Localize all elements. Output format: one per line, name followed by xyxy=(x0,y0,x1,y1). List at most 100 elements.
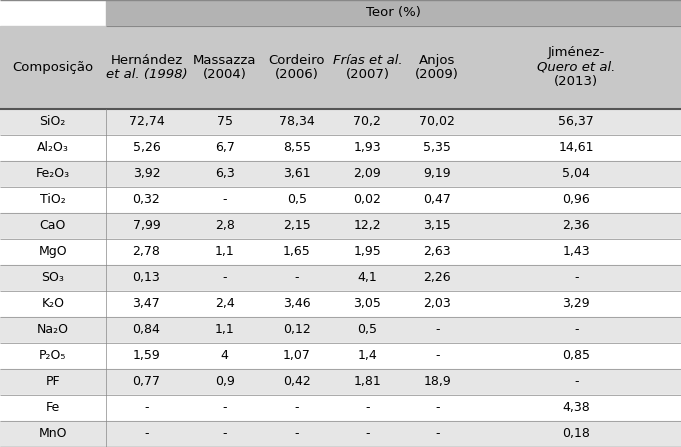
Bar xyxy=(0,213,681,239)
Text: Anjos: Anjos xyxy=(419,54,456,67)
Text: 2,4: 2,4 xyxy=(215,297,235,310)
Text: et al. (1998): et al. (1998) xyxy=(106,68,187,81)
Bar xyxy=(0,421,681,447)
Text: 1,07: 1,07 xyxy=(283,350,311,363)
Bar xyxy=(0,109,681,135)
Text: -: - xyxy=(435,350,439,363)
Bar xyxy=(0,26,681,109)
Bar xyxy=(0,135,681,160)
Text: Hernández: Hernández xyxy=(110,54,183,67)
Text: Fe₂O₃: Fe₂O₃ xyxy=(35,167,70,180)
Text: 1,95: 1,95 xyxy=(353,245,381,258)
Bar xyxy=(0,317,681,343)
Text: 0,47: 0,47 xyxy=(424,193,451,206)
Text: 2,15: 2,15 xyxy=(283,219,311,232)
Text: 56,37: 56,37 xyxy=(558,115,594,128)
Text: Composição: Composição xyxy=(12,61,93,74)
Text: TiO₂: TiO₂ xyxy=(40,193,65,206)
Text: Fe: Fe xyxy=(46,401,60,414)
Text: 0,5: 0,5 xyxy=(287,193,307,206)
Text: 2,26: 2,26 xyxy=(424,271,451,284)
Text: -: - xyxy=(223,271,227,284)
Text: 3,46: 3,46 xyxy=(283,297,311,310)
Text: 4,1: 4,1 xyxy=(358,271,377,284)
Text: 70,2: 70,2 xyxy=(353,115,381,128)
Text: (2013): (2013) xyxy=(554,75,598,88)
Text: P₂O₅: P₂O₅ xyxy=(39,350,67,363)
Text: -: - xyxy=(365,427,370,440)
Text: 1,81: 1,81 xyxy=(353,375,381,388)
Text: 2,78: 2,78 xyxy=(133,245,160,258)
Text: 9,19: 9,19 xyxy=(424,167,451,180)
Text: 0,32: 0,32 xyxy=(133,193,160,206)
Text: -: - xyxy=(435,323,439,337)
Text: 0,18: 0,18 xyxy=(563,427,590,440)
Text: -: - xyxy=(574,271,578,284)
Text: Cordeiro: Cordeiro xyxy=(269,54,325,67)
Text: -: - xyxy=(144,401,148,414)
Text: 0,9: 0,9 xyxy=(215,375,235,388)
Bar xyxy=(0,187,681,213)
Text: 1,4: 1,4 xyxy=(358,350,377,363)
Text: 14,61: 14,61 xyxy=(558,141,594,154)
Text: Jiménez-: Jiménez- xyxy=(548,46,605,59)
Text: 3,15: 3,15 xyxy=(424,219,451,232)
Text: (2007): (2007) xyxy=(345,68,390,81)
Text: 72,74: 72,74 xyxy=(129,115,164,128)
Text: (2004): (2004) xyxy=(203,68,247,81)
Text: 1,93: 1,93 xyxy=(353,141,381,154)
Text: Al₂O₃: Al₂O₃ xyxy=(37,141,69,154)
Text: 3,05: 3,05 xyxy=(353,297,381,310)
Text: 3,92: 3,92 xyxy=(133,167,160,180)
Text: 3,61: 3,61 xyxy=(283,167,311,180)
Text: (2009): (2009) xyxy=(415,68,459,81)
Text: SiO₂: SiO₂ xyxy=(39,115,66,128)
Text: PF: PF xyxy=(46,375,60,388)
Text: 0,12: 0,12 xyxy=(283,323,311,337)
Bar xyxy=(106,0,681,26)
Text: 70,02: 70,02 xyxy=(419,115,455,128)
Text: 1,65: 1,65 xyxy=(283,245,311,258)
Text: Quero et al.: Quero et al. xyxy=(537,61,616,74)
Text: K₂O: K₂O xyxy=(42,297,64,310)
Text: Teor (%): Teor (%) xyxy=(366,6,421,20)
Text: -: - xyxy=(295,401,299,414)
Text: (2006): (2006) xyxy=(275,68,319,81)
Text: 5,26: 5,26 xyxy=(133,141,160,154)
Text: 8,55: 8,55 xyxy=(283,141,311,154)
Text: -: - xyxy=(223,193,227,206)
Text: MnO: MnO xyxy=(39,427,67,440)
Text: -: - xyxy=(365,401,370,414)
Text: -: - xyxy=(574,323,578,337)
Text: 4: 4 xyxy=(221,350,229,363)
Text: 2,09: 2,09 xyxy=(353,167,381,180)
Text: Massazza: Massazza xyxy=(193,54,257,67)
Text: 4,38: 4,38 xyxy=(563,401,590,414)
Text: 7,99: 7,99 xyxy=(133,219,160,232)
Text: -: - xyxy=(435,401,439,414)
Text: Frías et al.: Frías et al. xyxy=(332,54,402,67)
Text: 75: 75 xyxy=(217,115,233,128)
Bar xyxy=(0,395,681,421)
Text: 1,1: 1,1 xyxy=(215,323,235,337)
Text: -: - xyxy=(574,375,578,388)
Text: -: - xyxy=(223,427,227,440)
Text: 2,03: 2,03 xyxy=(424,297,451,310)
Text: -: - xyxy=(435,427,439,440)
Text: 0,85: 0,85 xyxy=(562,350,590,363)
Text: 3,47: 3,47 xyxy=(133,297,160,310)
Bar xyxy=(0,343,681,369)
Text: 0,13: 0,13 xyxy=(133,271,160,284)
Text: 0,02: 0,02 xyxy=(353,193,381,206)
Text: 3,29: 3,29 xyxy=(563,297,590,310)
Text: 5,04: 5,04 xyxy=(563,167,590,180)
Bar xyxy=(0,369,681,395)
Text: 0,77: 0,77 xyxy=(132,375,161,388)
Bar xyxy=(0,160,681,187)
Text: 18,9: 18,9 xyxy=(424,375,451,388)
Text: 0,5: 0,5 xyxy=(358,323,377,337)
Text: Na₂O: Na₂O xyxy=(37,323,69,337)
Text: 0,96: 0,96 xyxy=(563,193,590,206)
Text: CaO: CaO xyxy=(39,219,66,232)
Text: 78,34: 78,34 xyxy=(279,115,315,128)
